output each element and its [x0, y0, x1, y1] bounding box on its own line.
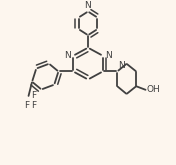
- Text: F: F: [32, 91, 37, 100]
- Text: N: N: [105, 51, 112, 60]
- Text: OH: OH: [146, 85, 160, 94]
- Text: F: F: [32, 101, 37, 110]
- Text: F: F: [24, 101, 30, 110]
- Text: N: N: [64, 51, 71, 60]
- Text: N: N: [118, 61, 125, 70]
- Text: N: N: [85, 1, 91, 10]
